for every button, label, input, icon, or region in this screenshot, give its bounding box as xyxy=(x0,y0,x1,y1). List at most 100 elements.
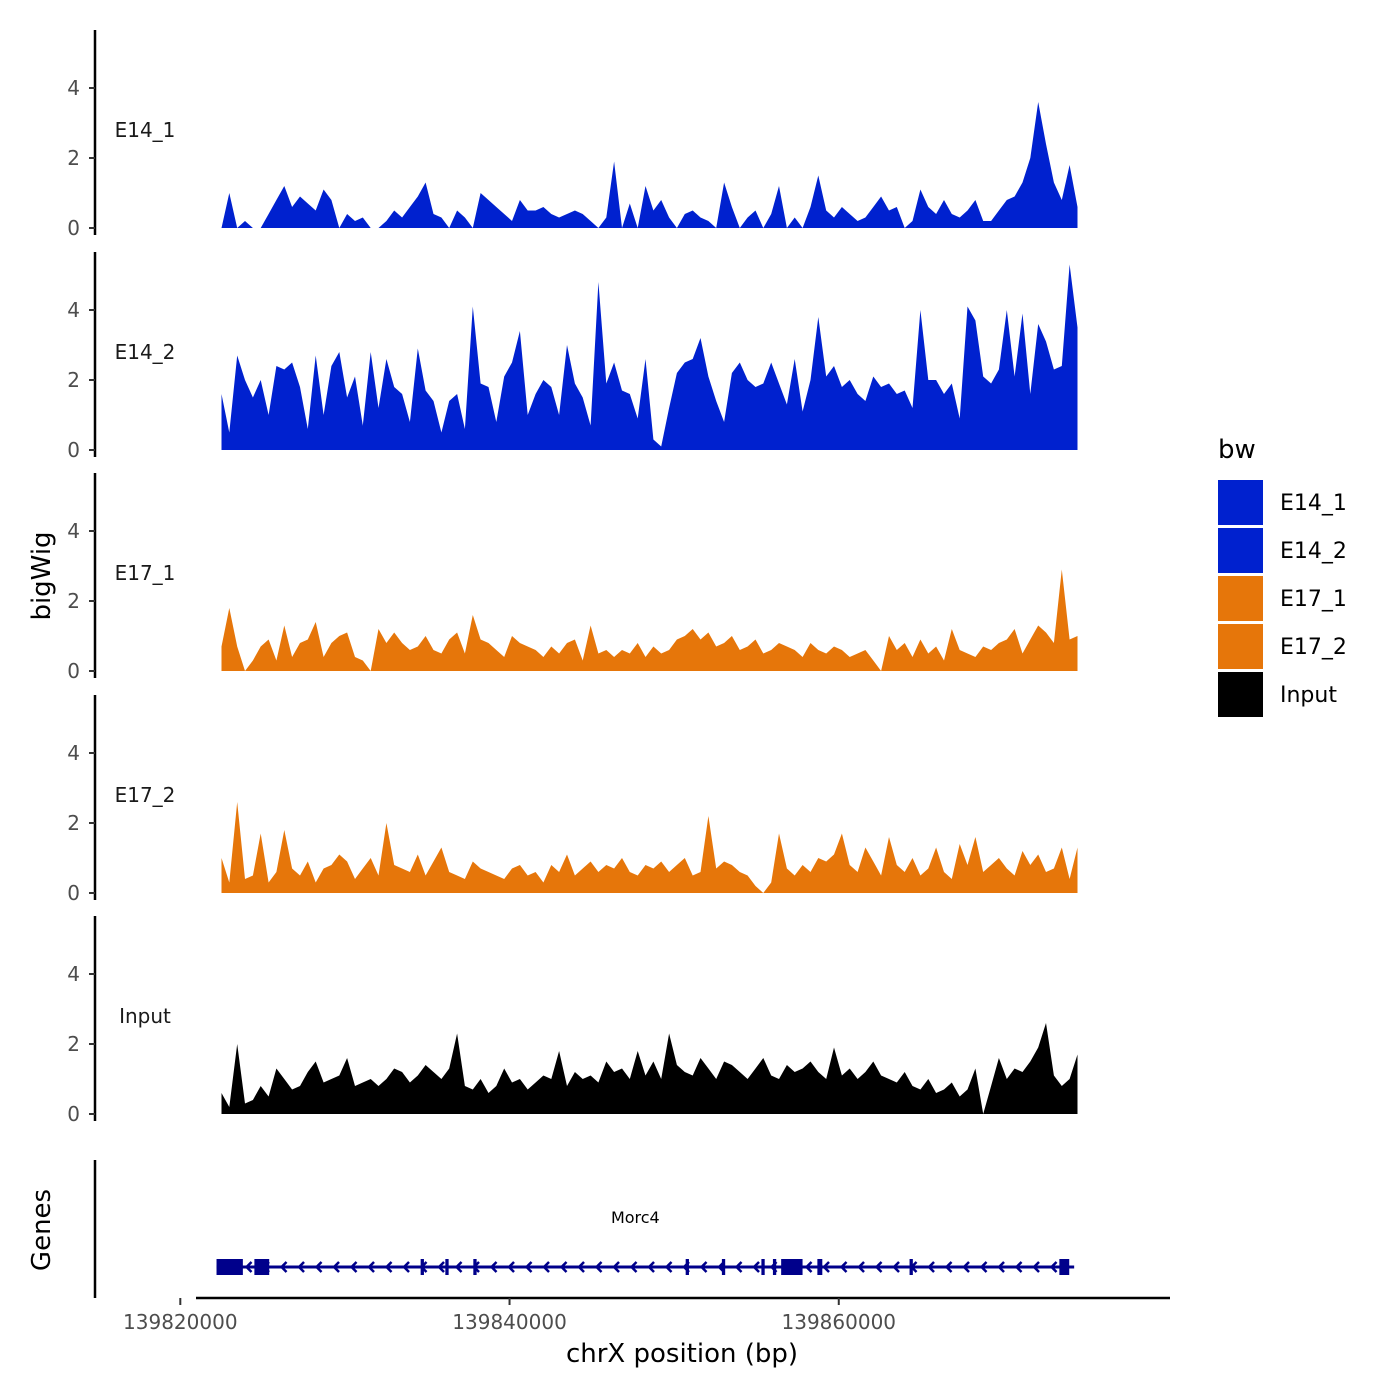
strand-arrow xyxy=(244,1261,253,1273)
legend-item: E14_1 xyxy=(1218,480,1347,525)
coverage-area-e14-1 xyxy=(221,102,1078,228)
strand-arrow xyxy=(979,1261,988,1273)
strand-arrow xyxy=(542,1261,550,1273)
legend-item: E17_1 xyxy=(1218,576,1347,621)
strand-arrow xyxy=(962,1261,970,1273)
strand-arrow xyxy=(559,1261,568,1273)
y-tick-label: 2 xyxy=(67,368,80,392)
strand-arrow xyxy=(279,1261,288,1273)
y-tick-label: 2 xyxy=(67,811,80,835)
track-label: E14_2 xyxy=(115,340,176,364)
strand-arrow xyxy=(822,1261,830,1273)
track-label: Input xyxy=(119,1004,171,1028)
y-tick-label: 2 xyxy=(67,589,80,613)
x-axis: 139820000 139840000 139860000 xyxy=(123,1296,1170,1334)
legend-item: E14_2 xyxy=(1218,528,1347,573)
legend-swatch xyxy=(1218,672,1263,717)
y-tick-label: 4 xyxy=(67,76,80,100)
coverage-area-input xyxy=(221,1023,1078,1114)
y-tick-label: 0 xyxy=(67,1102,80,1126)
strand-arrow xyxy=(734,1261,743,1273)
coverage-area-e14-2 xyxy=(221,264,1078,450)
y-axis-title: bigWig xyxy=(27,531,57,620)
gene-exon xyxy=(473,1259,477,1275)
strand-arrow xyxy=(314,1261,323,1273)
gene-exon xyxy=(685,1259,689,1275)
strand-arrow xyxy=(1049,1261,1058,1273)
y-tick-label: 4 xyxy=(67,962,80,986)
strand-arrow xyxy=(752,1261,760,1273)
legend-swatch xyxy=(1218,576,1263,621)
x-tick-label: 139860000 xyxy=(782,1310,897,1334)
y-tick-label: 4 xyxy=(67,741,80,765)
track-e14-2: 0 2 4 E14_2 xyxy=(67,252,1078,462)
gene-exon xyxy=(254,1259,270,1275)
y-tick-label: 4 xyxy=(67,298,80,322)
strand-arrow xyxy=(839,1261,848,1273)
track-label: E14_1 xyxy=(115,118,176,142)
strand-arrow xyxy=(437,1261,445,1273)
strand-arrow xyxy=(384,1261,393,1273)
x-tick-label: 139820000 xyxy=(123,1310,238,1334)
legend-label: Input xyxy=(1280,683,1337,708)
legend-label: E17_2 xyxy=(1280,635,1347,660)
coverage-area-e17-2 xyxy=(221,802,1078,893)
gene-exon xyxy=(721,1259,726,1275)
legend-title: bw xyxy=(1218,435,1256,465)
gene-exon xyxy=(772,1259,777,1275)
y-tick-label: 2 xyxy=(67,146,80,170)
strand-arrow xyxy=(524,1261,533,1273)
strand-arrow xyxy=(454,1261,463,1273)
strand-arrow xyxy=(944,1261,953,1273)
gene-exon xyxy=(1059,1259,1070,1275)
track-e17-1: 0 2 4 E17_1 xyxy=(67,473,1078,683)
strand-arrow xyxy=(1014,1261,1023,1273)
strand-arrow xyxy=(332,1261,340,1273)
gene-exon xyxy=(781,1259,803,1275)
gene-exon xyxy=(817,1259,823,1275)
y-tick-label: 2 xyxy=(67,1032,80,1056)
legend-label: E17_1 xyxy=(1280,587,1347,612)
gene-exon xyxy=(420,1259,424,1275)
legend-items: E14_1 E14_2 E17_1 E17_2 Input xyxy=(1218,480,1347,717)
strand-arrow xyxy=(507,1261,515,1273)
y-tick-label: 0 xyxy=(67,881,80,905)
y-tick-label: 0 xyxy=(67,216,80,240)
track-label: E17_2 xyxy=(115,783,176,807)
genes-axis-title: Genes xyxy=(27,1189,57,1271)
strand-arrow xyxy=(997,1261,1005,1273)
strand-arrow xyxy=(927,1261,935,1273)
strand-arrow xyxy=(892,1261,900,1273)
legend-swatch xyxy=(1218,480,1263,525)
strand-arrow xyxy=(699,1261,708,1273)
track-e14-1: 0 2 4 E14_1 xyxy=(67,30,1078,240)
strand-arrow xyxy=(874,1261,883,1273)
y-tick-label: 4 xyxy=(67,519,80,543)
gene-exon xyxy=(761,1259,765,1275)
gene-exon xyxy=(445,1259,449,1275)
legend-swatch xyxy=(1218,624,1263,669)
strand-arrow xyxy=(629,1261,638,1273)
strand-arrow xyxy=(647,1261,655,1273)
strand-arrow xyxy=(594,1261,603,1273)
strand-arrow xyxy=(489,1261,498,1273)
legend: bw E14_1 E14_2 E17_1 E17_2 Input xyxy=(1218,435,1347,717)
strand-arrow xyxy=(402,1261,410,1273)
legend-swatch xyxy=(1218,528,1263,573)
strand-arrow xyxy=(297,1261,305,1273)
y-tick-label: 0 xyxy=(67,659,80,683)
strand-arrow xyxy=(612,1261,620,1273)
genes-track: Morc4 xyxy=(93,1160,1075,1298)
x-tick-label: 139840000 xyxy=(452,1310,567,1334)
track-label: E17_1 xyxy=(115,561,176,585)
strand-arrow xyxy=(664,1261,673,1273)
legend-item: Input xyxy=(1218,672,1337,717)
gene-exon xyxy=(909,1259,913,1275)
y-tick-label: 0 xyxy=(67,438,80,462)
legend-label: E14_2 xyxy=(1280,539,1347,564)
strand-arrow xyxy=(349,1261,358,1273)
x-axis-title: chrX position (bp) xyxy=(566,1339,798,1369)
coverage-tracks: 0 2 4 E14_1 0 2 4 E14_2 0 2 4 E17_1 0 2 4 E17_2 0 2 4 Input xyxy=(67,30,1078,1126)
strand-arrow xyxy=(857,1261,865,1273)
